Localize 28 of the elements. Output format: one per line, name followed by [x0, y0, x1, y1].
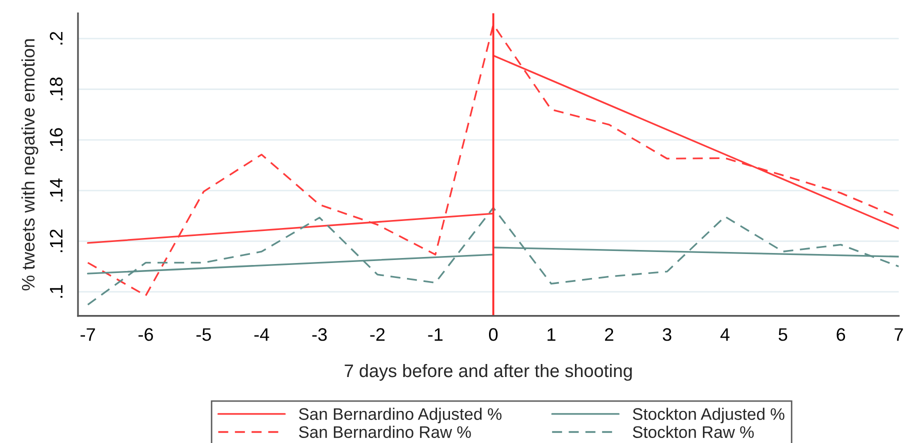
y-tick-label: .1: [50, 285, 62, 298]
x-tick-label: -3: [312, 328, 327, 341]
x-tick-label: -4: [254, 328, 270, 341]
x-tick-label: -6: [138, 328, 153, 341]
y-tick-label: .16: [50, 128, 63, 151]
x-tick-label: -2: [370, 328, 385, 341]
x-tick-label: 6: [836, 328, 846, 341]
x-axis-title: 7 days before and after the shooting: [344, 364, 632, 381]
y-tick-label: .14: [50, 178, 62, 202]
x-tick-label: 7: [894, 328, 903, 341]
legend-label: San Bernardino Raw %: [299, 426, 471, 438]
y-tick-label: .18: [50, 77, 63, 100]
y-tick-label: .2: [50, 32, 62, 44]
x-tick-label: 0: [488, 328, 498, 341]
legend-label: Stockton Adjusted %: [632, 408, 784, 424]
y-tick-label: .12: [50, 230, 62, 252]
y-axis-title: % tweets with negative emotion: [21, 39, 38, 290]
x-tick-label: 1: [548, 328, 556, 341]
x-tick-label: 5: [778, 328, 788, 341]
line-series: [86, 206, 899, 306]
x-tick-label: -7: [80, 328, 95, 341]
legend-label: San Bernardino Adjusted %: [299, 408, 502, 424]
legend-label: Stockton Raw %: [632, 426, 754, 438]
x-tick-label: 4: [720, 328, 730, 341]
x-tick-label: 2: [605, 328, 614, 341]
x-tick-label: -1: [428, 328, 443, 341]
x-tick-label: -5: [196, 328, 211, 341]
x-tick-label: 3: [662, 328, 672, 341]
